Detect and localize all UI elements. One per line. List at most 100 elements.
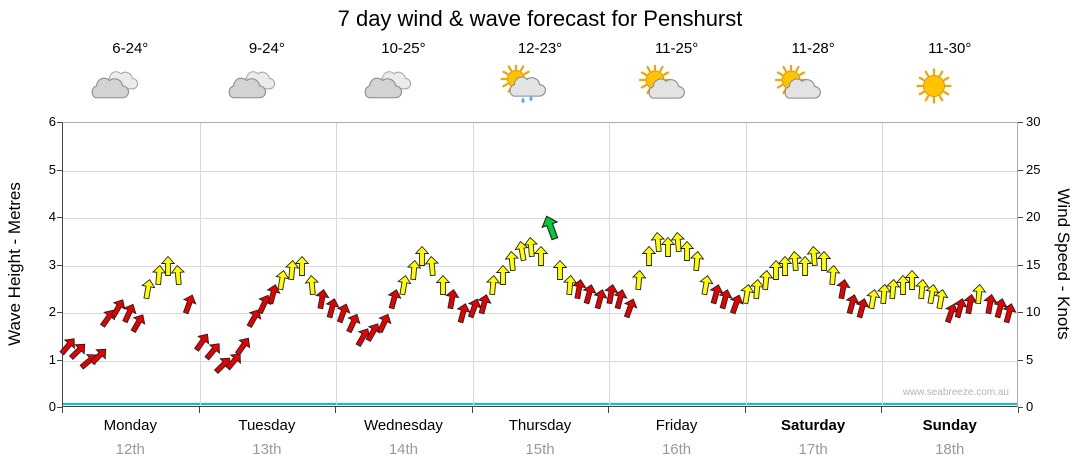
right-axis-tick: 15 bbox=[1026, 256, 1041, 272]
wind-arrow bbox=[121, 303, 137, 324]
day-label-monday: Monday bbox=[103, 417, 157, 434]
left-axis-tick: 6 bbox=[48, 114, 56, 129]
right-axis-tick: 25 bbox=[1026, 161, 1041, 177]
left-axis-tick: 5 bbox=[48, 161, 56, 177]
right-axis-tick: 20 bbox=[1026, 209, 1041, 224]
wind-arrow bbox=[740, 283, 755, 305]
wind-arrow bbox=[749, 279, 765, 300]
wind-arrow bbox=[541, 215, 559, 241]
wind-arrow bbox=[787, 250, 803, 271]
left-tick-mark bbox=[57, 312, 62, 313]
wind-arrow bbox=[924, 283, 940, 305]
wind-arrow bbox=[266, 284, 281, 305]
wind-arrow bbox=[983, 293, 998, 314]
x-axis-tick-mark bbox=[1018, 407, 1019, 413]
weather-icon-sunny bbox=[916, 68, 952, 104]
left-tick-mark bbox=[57, 217, 62, 218]
wind-arrow bbox=[435, 274, 450, 295]
x-axis-tick-mark bbox=[335, 407, 337, 413]
gridline-horizontal bbox=[63, 313, 1017, 314]
day-label-tuesday: Tuesday bbox=[238, 417, 296, 434]
wind-arrow bbox=[274, 269, 290, 291]
day-header-sunday: 11-30° bbox=[902, 40, 998, 107]
wind-arrow bbox=[304, 274, 319, 295]
day-date-label: 14th bbox=[388, 441, 419, 458]
wind-arrow bbox=[504, 250, 520, 271]
day-date-label: 16th bbox=[661, 441, 692, 458]
right-axis-tick: 30 bbox=[1026, 114, 1041, 129]
left-tick-mark bbox=[57, 407, 62, 408]
wind-arrow bbox=[718, 288, 733, 310]
day-temp-range: 12-23° bbox=[517, 40, 563, 57]
wind-arrow bbox=[160, 255, 176, 276]
wind-arrow bbox=[905, 269, 920, 290]
wind-arrow bbox=[934, 288, 949, 310]
wind-arrow bbox=[170, 264, 185, 286]
gridline-horizontal bbox=[63, 170, 1017, 172]
wind-arrow bbox=[533, 245, 549, 266]
wind-arrow bbox=[486, 274, 501, 295]
left-axis-tick: 4 bbox=[48, 209, 56, 224]
weather-icon-sun-cloud-rain bbox=[500, 65, 546, 104]
gridline-day-boundary bbox=[199, 123, 201, 406]
wind-arrow bbox=[632, 269, 647, 290]
x-axis-tick-mark bbox=[608, 407, 610, 413]
right-axis-tick: 0 bbox=[1026, 399, 1034, 414]
right-axis-tick: 10 bbox=[1026, 304, 1041, 319]
x-axis-tick-mark bbox=[881, 407, 883, 413]
day-header-wednesday: 10-25° bbox=[355, 40, 451, 107]
wave-height-zero-line bbox=[63, 403, 1017, 405]
wind-arrow bbox=[68, 343, 86, 361]
gridline-day-boundary bbox=[745, 123, 747, 406]
wind-arrow bbox=[386, 288, 402, 310]
right-axis-label: Wind Speed - Knots bbox=[1054, 188, 1073, 340]
wind-arrow bbox=[414, 245, 430, 266]
left-tick-mark bbox=[57, 169, 62, 171]
weather-icon-cloudy bbox=[91, 71, 139, 99]
wind-arrow bbox=[377, 313, 392, 333]
day-temp-range: 6-24° bbox=[112, 40, 149, 57]
day-icon-wrap bbox=[219, 65, 315, 107]
wind-arrow bbox=[572, 279, 587, 300]
weather-icon-cloudy bbox=[365, 71, 412, 99]
left-axis-label: Wave Height - Metres bbox=[5, 182, 24, 346]
wind-arrow bbox=[835, 279, 851, 300]
wind-arrow bbox=[256, 294, 272, 314]
gridline-day-boundary bbox=[609, 123, 611, 406]
day-temp-range: 11-30° bbox=[928, 40, 972, 57]
wind-arrow bbox=[593, 288, 608, 310]
day-label-sunday: Sunday bbox=[922, 417, 977, 434]
plot-area: www.seabreeze.com.au bbox=[59, 122, 1018, 407]
day-icon-wrap bbox=[902, 65, 998, 107]
left-axis-tick: 1 bbox=[48, 351, 56, 367]
day-header-friday: 11-25° bbox=[629, 40, 725, 107]
wind-arrow bbox=[194, 333, 210, 352]
right-tick-mark bbox=[1018, 169, 1023, 171]
wind-arrow bbox=[641, 245, 657, 266]
day-header-saturday: 11-28° bbox=[765, 40, 861, 107]
wind-arrow bbox=[759, 269, 774, 290]
x-axis-tick-mark bbox=[471, 407, 473, 413]
gridline-horizontal bbox=[63, 218, 1017, 219]
wind-arrow bbox=[89, 348, 106, 365]
wind-arrow bbox=[445, 288, 460, 310]
wind-arrow bbox=[182, 293, 197, 314]
day-date-label: 13th bbox=[252, 441, 282, 458]
gridline-day-boundary bbox=[336, 123, 338, 406]
wind-arrow bbox=[895, 274, 911, 295]
left-tick-mark bbox=[57, 122, 62, 123]
wind-arrow bbox=[660, 236, 676, 257]
day-label-wednesday: Wednesday bbox=[363, 417, 443, 434]
wind-arrow bbox=[679, 241, 695, 262]
wind-arrow bbox=[294, 255, 310, 276]
right-tick-mark bbox=[1018, 217, 1023, 218]
wind-arrow bbox=[140, 279, 156, 300]
x-axis-tick-mark bbox=[744, 407, 746, 413]
wind-arrow bbox=[914, 279, 930, 300]
wind-arrow bbox=[514, 241, 529, 262]
wind-arrow bbox=[855, 298, 870, 319]
day-icon-wrap bbox=[629, 65, 725, 107]
day-temp-range: 11-28° bbox=[791, 40, 835, 57]
right-tick-mark bbox=[1018, 122, 1023, 123]
wind-arrow bbox=[424, 255, 439, 276]
